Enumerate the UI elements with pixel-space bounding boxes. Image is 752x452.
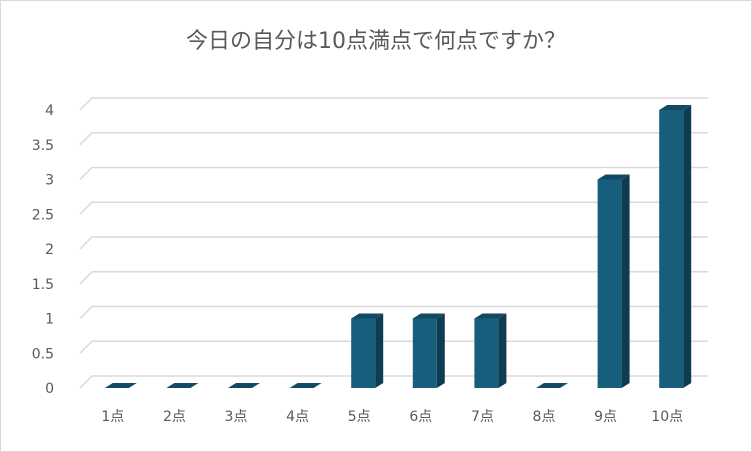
y-tick-label: 1: [45, 312, 54, 328]
x-tick-label: 7点: [471, 409, 494, 425]
y-tick-label: 2: [45, 242, 54, 258]
bar-side: [498, 313, 507, 388]
bar-top: [228, 383, 260, 388]
bar: [536, 383, 568, 388]
bar-side: [436, 313, 445, 388]
bar-top: [412, 313, 445, 319]
y-tick-label: 4: [45, 103, 54, 119]
bar: [104, 383, 137, 388]
grid-line: [79, 305, 708, 320]
x-tick-label: 6点: [409, 409, 432, 425]
bar: [351, 313, 384, 388]
grid-line: [79, 132, 708, 146]
x-tick-label: 10点: [651, 409, 683, 425]
bar-top: [536, 383, 568, 388]
y-tick-label: 2.5: [32, 207, 54, 223]
x-tick-label: 3点: [225, 409, 248, 425]
grid-line: [79, 201, 708, 215]
bar-front: [659, 110, 684, 388]
bar-top: [597, 174, 630, 180]
x-tick-label: 5点: [348, 409, 371, 425]
chart-title: 今日の自分は10点満点で何点ですか？: [186, 29, 566, 54]
x-tick-label: 1点: [101, 409, 124, 425]
y-tick-label: 3.5: [32, 138, 54, 154]
x-tick-label: 4点: [286, 409, 309, 425]
y-tick-label: 0: [45, 381, 54, 397]
bar: [474, 313, 507, 388]
bar: [659, 105, 692, 388]
bar-front: [597, 179, 622, 388]
bar-top: [351, 313, 384, 319]
grid-line: [79, 166, 708, 181]
bar-top: [474, 313, 507, 319]
bar-top: [166, 383, 199, 388]
x-tick-label: 9点: [594, 409, 617, 425]
bar-side: [621, 174, 630, 388]
y-tick-label: 3: [45, 173, 54, 189]
bar-top: [659, 105, 692, 110]
x-tick-label: 2点: [163, 409, 186, 425]
bar-front: [412, 318, 437, 388]
y-tick-label: 1.5: [32, 277, 54, 293]
grid-line: [79, 97, 708, 111]
bar-top: [104, 383, 137, 388]
bar-side: [375, 313, 384, 388]
grid-line: [79, 271, 708, 285]
bar: [597, 174, 630, 388]
bar: [289, 383, 322, 388]
bar: [412, 313, 445, 388]
x-tick-label: 8点: [533, 409, 556, 425]
bar-front: [474, 318, 499, 388]
bar-top: [289, 383, 322, 388]
grid-line: [79, 236, 708, 250]
bar: [228, 383, 260, 388]
bar-side: [683, 105, 692, 388]
bar: [166, 383, 199, 388]
y-tick-label: 0.5: [32, 346, 54, 362]
bar-front: [351, 318, 376, 388]
